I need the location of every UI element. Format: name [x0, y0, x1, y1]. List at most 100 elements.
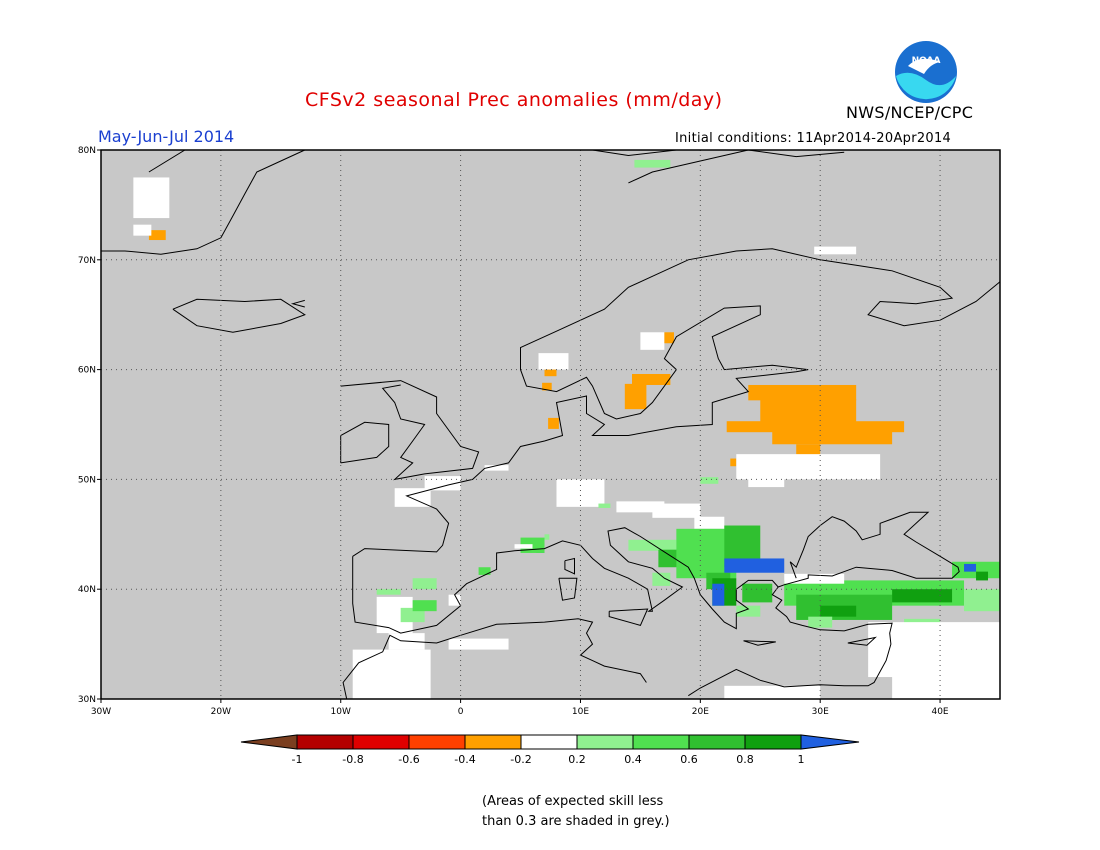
anomaly-cell — [352, 649, 431, 699]
legend-swatch — [576, 734, 634, 750]
lat-tick-label: 60N — [78, 366, 96, 376]
legend-label: 0.4 — [624, 753, 642, 766]
anomaly-cell — [632, 373, 671, 385]
anomaly-cell — [544, 534, 550, 540]
caption-line-2: than 0.3 are shaded in grey.) — [482, 814, 670, 829]
anomaly-cell — [514, 544, 533, 549]
legend-label: 0.6 — [680, 753, 698, 766]
forecast-period: May-Jun-Jul 2014 — [98, 127, 235, 146]
lon-tick-label: 0 — [458, 707, 464, 717]
anomaly-cell — [412, 578, 437, 590]
anomaly-cell — [784, 573, 845, 584]
agency-label: NWS/NCEP/CPC — [846, 103, 974, 122]
lon-tick-label: 30E — [812, 707, 829, 717]
lat-tick-label: 70N — [78, 256, 96, 266]
anomaly-cell — [814, 246, 857, 255]
anomaly-cell — [976, 571, 989, 581]
caption-line-1: (Areas of expected skill less — [482, 794, 664, 809]
legend-swatch — [352, 734, 410, 750]
anomaly-cell — [484, 465, 509, 471]
anomaly-cell — [448, 638, 509, 650]
coastline — [172, 298, 306, 333]
initial-conditions: Initial conditions: 11Apr2014-20Apr2014 — [675, 131, 952, 146]
anomaly-cell — [542, 382, 552, 391]
lon-tick-label: 20E — [692, 707, 709, 717]
legend-label: -1 — [292, 753, 303, 766]
coastline — [342, 618, 647, 700]
coastline — [101, 149, 306, 255]
coastline — [743, 640, 776, 646]
anomaly-cell — [724, 685, 821, 699]
anomaly-cell — [544, 369, 557, 377]
anomaly-cell — [133, 224, 152, 236]
legend-label: -0.4 — [454, 753, 475, 766]
anomaly-cell — [694, 516, 725, 529]
anomaly-cell — [742, 583, 773, 603]
anomaly-cell — [652, 503, 701, 518]
coastline — [558, 577, 578, 601]
anomaly-cell — [724, 558, 785, 573]
anomaly-cell — [376, 589, 401, 595]
lon-tick-label: 10E — [572, 707, 589, 717]
coastline — [847, 636, 877, 646]
legend-swatch — [520, 734, 578, 750]
anomaly-cell — [598, 503, 611, 508]
anomaly-cell — [148, 230, 166, 241]
legend-label: -0.8 — [342, 753, 363, 766]
anomaly-cell — [412, 600, 437, 612]
anomaly-cell — [556, 479, 605, 507]
legend-arrow-right — [800, 734, 860, 750]
noaa-logo-text: NOAA — [912, 56, 941, 66]
anomaly-cell — [448, 594, 461, 606]
anomaly-cell — [736, 454, 881, 480]
lat-tick-label: 50N — [78, 475, 96, 485]
coastline — [592, 149, 677, 157]
anomaly-cell — [748, 477, 785, 488]
anomaly-cell — [964, 666, 1000, 699]
anomaly-cell — [640, 332, 665, 350]
anomaly-cell — [652, 572, 671, 586]
anomaly-cell — [628, 539, 677, 551]
coastline — [564, 557, 575, 575]
anomaly-cell — [634, 159, 671, 168]
legend-swatch — [464, 734, 522, 750]
coastline — [628, 149, 749, 184]
noaa-logo-icon: NOAA — [895, 41, 957, 103]
chart-title: CFSv2 seasonal Prec anomalies (mm/day) — [305, 89, 723, 111]
anomaly-cell — [736, 605, 761, 617]
coastline — [608, 608, 649, 626]
legend-label: 1 — [798, 753, 805, 766]
anomaly-cell — [892, 589, 953, 603]
anomaly-cell — [964, 589, 1000, 612]
lon-tick-label: 40E — [931, 707, 948, 717]
anomaly-cell — [712, 583, 725, 606]
anomaly-cell — [964, 563, 977, 572]
legend-swatch — [744, 734, 802, 750]
anomaly-cell — [730, 458, 737, 467]
anomaly-cell — [616, 501, 665, 513]
coastline — [688, 586, 893, 697]
legend-swatch — [408, 734, 466, 750]
legend-arrow-left — [240, 734, 298, 750]
anomaly-cell — [760, 399, 857, 425]
coastline — [352, 248, 1001, 557]
legend-label: -0.2 — [510, 753, 531, 766]
anomaly-cell — [700, 477, 719, 484]
anomaly-cell — [748, 384, 857, 401]
coastline — [352, 511, 960, 634]
anomaly-cell — [820, 605, 857, 617]
anomaly-cell — [478, 567, 491, 575]
legend-label: 0.8 — [736, 753, 754, 766]
legend-swatch — [632, 734, 690, 750]
lon-tick-label: 30W — [91, 707, 111, 717]
coastline — [748, 149, 845, 158]
anomaly-cell — [548, 417, 559, 429]
lon-tick-label: 20W — [211, 707, 231, 717]
lat-tick-label: 30N — [78, 695, 96, 705]
legend-swatch — [296, 734, 354, 750]
legend-label: -0.6 — [398, 753, 419, 766]
anomaly-cell — [796, 444, 821, 456]
legend-swatch — [688, 734, 746, 750]
lon-tick-label: 10W — [331, 707, 351, 717]
